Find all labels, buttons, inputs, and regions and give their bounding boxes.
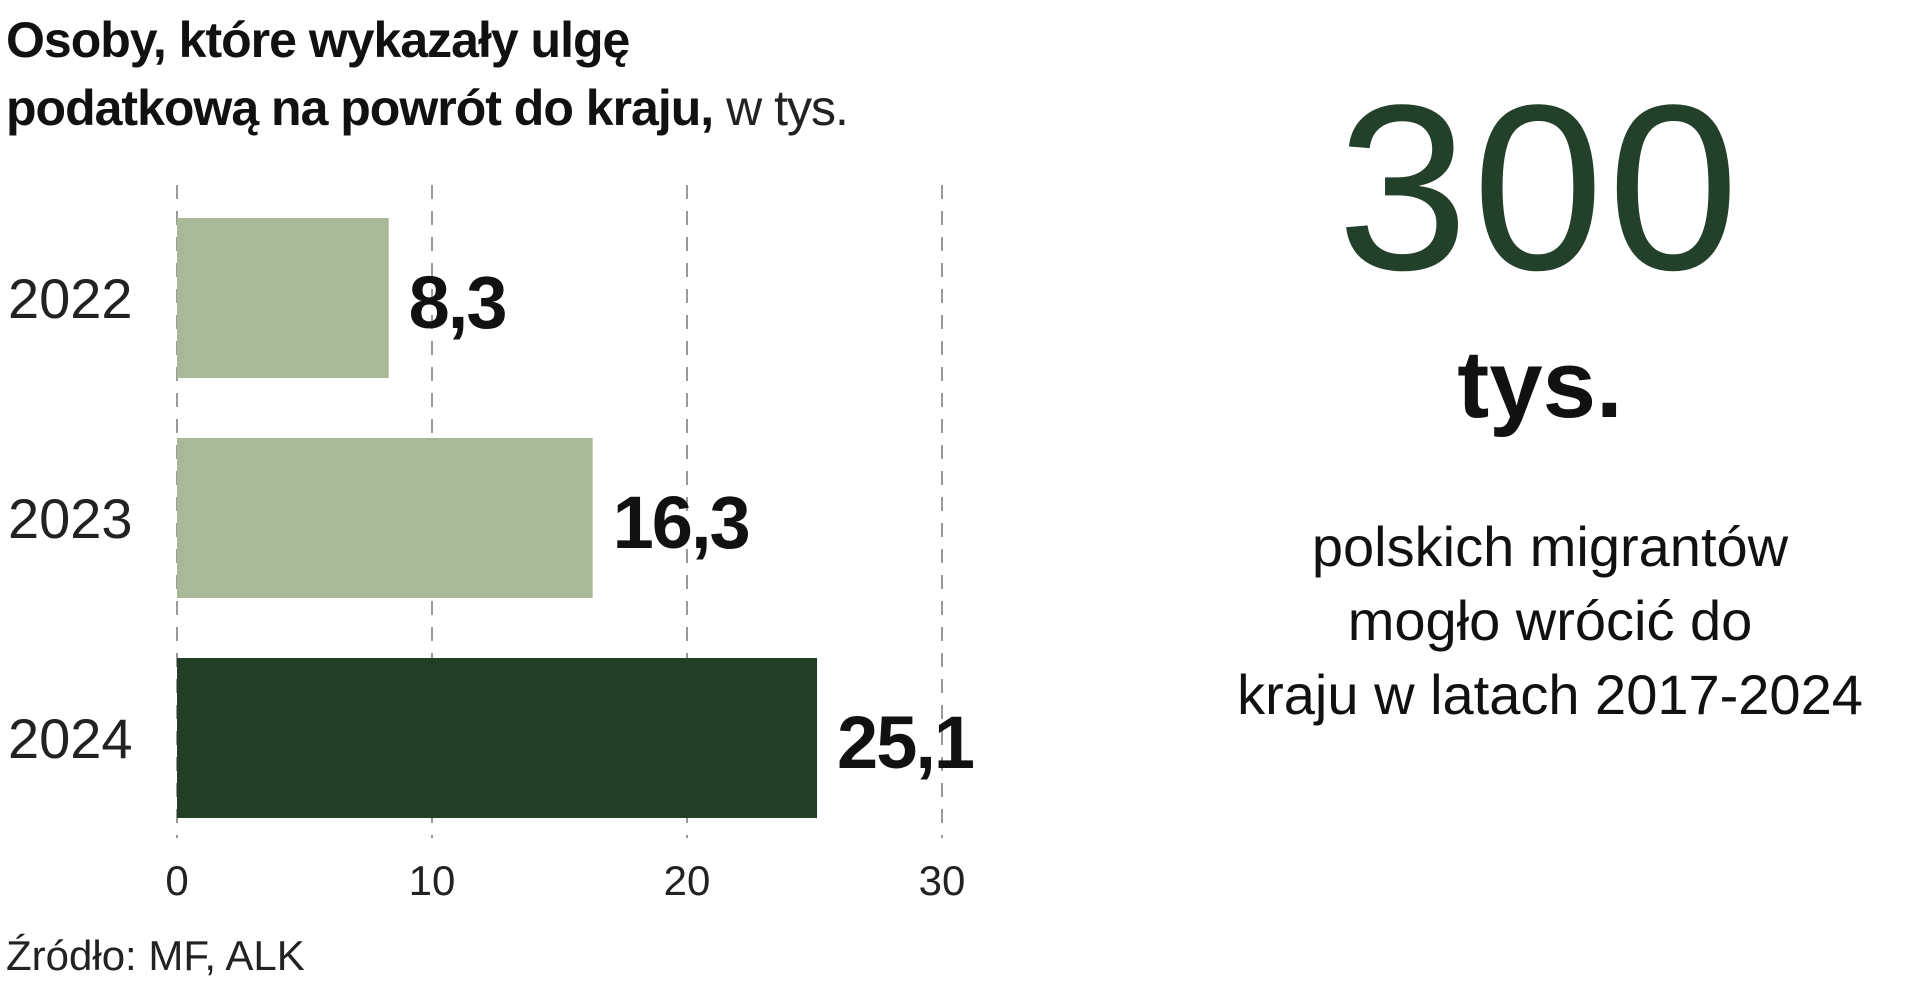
title-unit: w tys.: [713, 80, 849, 136]
bar: [177, 438, 593, 598]
y-category-label: 2022: [8, 267, 133, 330]
title-line-1: Osoby, które wykazały ulgę: [6, 12, 630, 68]
title-line-2: podatkową na powrót do kraju,: [6, 80, 714, 136]
highlight-caption: polskich migrantów mogło wrócić do kraju…: [1180, 510, 1920, 732]
bar-value-label: 16,3: [613, 481, 749, 564]
bar: [177, 658, 818, 818]
y-category-label: 2023: [8, 487, 133, 550]
highlight-caption-line: kraju w latach 2017-2024: [1237, 663, 1863, 726]
y-category-label: 2024: [8, 707, 133, 770]
highlight-number: 300: [1337, 56, 1743, 320]
x-tick-label: 30: [919, 857, 966, 904]
bar-value-label: 25,1: [837, 701, 974, 784]
source-note: Źródło: MF, ALK: [6, 932, 305, 979]
x-tick-label: 0: [165, 857, 188, 904]
highlight-caption-line: polskich migrantów: [1311, 515, 1789, 578]
bar: [177, 218, 389, 378]
highlight-unit: tys.: [1457, 331, 1623, 438]
highlight-caption-line: mogło wrócić do: [1347, 589, 1753, 652]
x-tick-label: 20: [664, 857, 711, 904]
bar-value-label: 8,3: [409, 261, 506, 344]
x-tick-label: 10: [409, 857, 456, 904]
chart-title: Osoby, które wykazały ulgę podatkową na …: [6, 6, 1046, 142]
bar-chart: 0 10 20 30 2022 8,3 2023 16,3 2024 25,1: [8, 185, 976, 904]
